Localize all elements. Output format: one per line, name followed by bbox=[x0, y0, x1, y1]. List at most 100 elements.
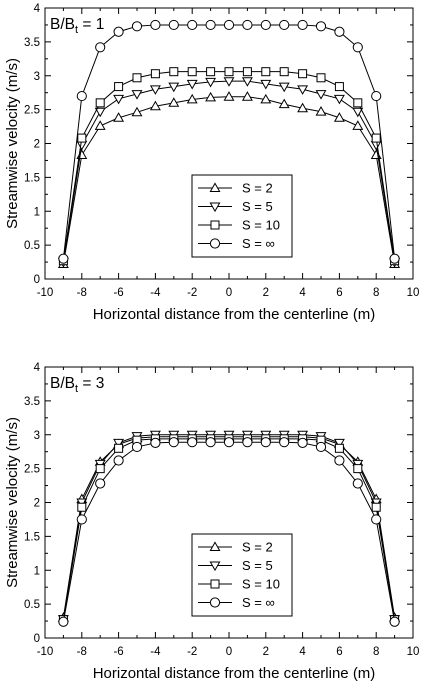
data-point bbox=[279, 67, 289, 77]
data-point bbox=[186, 79, 198, 90]
data-point bbox=[333, 112, 345, 122]
data-point bbox=[353, 98, 363, 108]
data-point bbox=[278, 98, 290, 109]
x-tick-label: 6 bbox=[336, 287, 342, 299]
data-point bbox=[279, 19, 290, 31]
y-axis-label: Streamwise velocity (m/s) bbox=[4, 417, 21, 588]
data-point bbox=[242, 437, 253, 448]
legend-marker bbox=[210, 220, 220, 230]
y-tick-label: 1.5 bbox=[24, 172, 40, 184]
data-point bbox=[223, 19, 235, 31]
annotation-tail: = 3 bbox=[78, 375, 104, 392]
data-point bbox=[205, 437, 216, 448]
data-point bbox=[297, 437, 308, 448]
x-tick-label: 4 bbox=[299, 646, 306, 658]
y-tick-label: 0 bbox=[34, 274, 40, 286]
data-point bbox=[206, 67, 216, 77]
x-tick-label: 8 bbox=[373, 646, 379, 658]
x-tick-label: -10 bbox=[37, 646, 54, 658]
legend-marker bbox=[209, 202, 221, 213]
y-tick-label: 1.5 bbox=[24, 531, 40, 543]
data-point bbox=[205, 77, 217, 88]
data-point bbox=[169, 67, 179, 77]
data-point bbox=[297, 19, 308, 31]
y-tick-label: 3.5 bbox=[24, 396, 40, 408]
x-tick-label: -10 bbox=[37, 287, 54, 299]
x-tick-label: 4 bbox=[299, 287, 306, 299]
x-axis-label: Horizontal distance from the centerline … bbox=[93, 665, 376, 682]
data-point bbox=[352, 107, 364, 118]
data-point bbox=[371, 502, 381, 512]
series-3 bbox=[58, 67, 400, 266]
data-point bbox=[389, 253, 400, 264]
annotation-base: B/B bbox=[50, 16, 75, 33]
data-point bbox=[113, 112, 125, 122]
data-point bbox=[260, 79, 272, 90]
data-point bbox=[223, 437, 235, 448]
legend-marker bbox=[209, 561, 221, 572]
data-point bbox=[241, 91, 253, 101]
legend-marker bbox=[209, 541, 221, 551]
x-tick-label: -6 bbox=[113, 287, 123, 299]
data-point bbox=[333, 94, 345, 105]
x-tick-label: 0 bbox=[226, 646, 232, 658]
data-point bbox=[95, 42, 106, 53]
data-point bbox=[187, 67, 197, 77]
x-tick-label: 2 bbox=[263, 646, 269, 658]
data-point bbox=[242, 67, 252, 77]
data-point bbox=[77, 502, 87, 512]
data-point bbox=[297, 85, 309, 95]
x-tick-label: -2 bbox=[187, 646, 197, 658]
data-point bbox=[114, 443, 124, 453]
data-point bbox=[334, 455, 345, 466]
annotation-base: B/B bbox=[50, 375, 75, 392]
data-point bbox=[113, 26, 124, 37]
y-tick-label: 0 bbox=[34, 633, 40, 645]
data-point bbox=[371, 133, 381, 143]
data-point bbox=[113, 455, 124, 466]
data-point bbox=[352, 42, 363, 53]
series-4 bbox=[58, 437, 400, 627]
data-point bbox=[76, 514, 87, 525]
data-point bbox=[95, 464, 105, 474]
annotation-tail: = 1 bbox=[78, 16, 104, 33]
data-point bbox=[114, 82, 124, 92]
y-tick-label: 0.5 bbox=[24, 599, 40, 611]
data-point bbox=[168, 82, 180, 93]
legend: S = 2 S = 5 S = 10 S = ∞ bbox=[191, 533, 293, 617]
data-point bbox=[205, 19, 216, 31]
data-point bbox=[260, 19, 271, 31]
legend-label: S = 5 bbox=[242, 199, 273, 214]
data-point bbox=[94, 120, 106, 130]
legend-label: S = 2 bbox=[242, 540, 273, 555]
y-tick-label: 1 bbox=[34, 565, 40, 577]
data-point bbox=[334, 26, 345, 37]
data-point bbox=[371, 90, 382, 102]
data-point bbox=[150, 69, 160, 79]
data-point bbox=[334, 82, 344, 92]
data-point bbox=[315, 90, 327, 100]
data-point bbox=[94, 107, 106, 118]
y-axis-label: Streamwise velocity (m/s) bbox=[4, 58, 21, 229]
data-point bbox=[187, 437, 198, 448]
data-point bbox=[113, 94, 125, 105]
data-point bbox=[371, 514, 382, 525]
data-point bbox=[353, 464, 363, 474]
data-point bbox=[241, 77, 253, 87]
y-tick-label: 4 bbox=[34, 362, 41, 374]
panel-annotation: B/Bt = 1 bbox=[50, 16, 104, 36]
y-tick-label: 2.5 bbox=[24, 464, 40, 476]
legend-label: S = ∞ bbox=[242, 236, 275, 251]
x-tick-label: -4 bbox=[150, 287, 161, 299]
data-point bbox=[315, 106, 327, 116]
legend-marker bbox=[209, 238, 221, 249]
data-point bbox=[150, 19, 161, 31]
data-point bbox=[278, 82, 290, 93]
series-1 bbox=[57, 91, 401, 269]
x-tick-label: 6 bbox=[336, 646, 342, 658]
annotation-subscript: t bbox=[75, 24, 78, 36]
x-tick-label: 10 bbox=[407, 646, 420, 658]
legend-label: S = 10 bbox=[242, 218, 280, 233]
y-tick-label: 2.5 bbox=[24, 105, 40, 117]
y-tick-label: 4 bbox=[34, 3, 41, 15]
